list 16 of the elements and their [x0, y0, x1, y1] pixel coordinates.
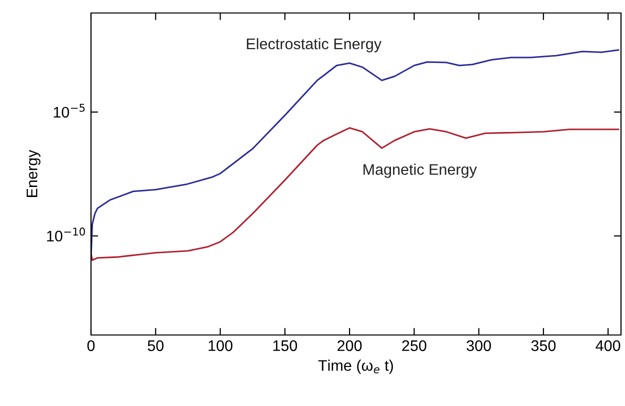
x-tick-label: 50	[148, 340, 164, 352]
x-tick-label: 400	[596, 340, 620, 352]
x-tick-label: 300	[466, 340, 491, 352]
x-tick-label: 250	[402, 340, 426, 352]
x-tick-label: 150	[273, 340, 298, 352]
x-tick-label: 0	[87, 340, 95, 352]
x-axis-title: Time (ω$_{e}$ t)	[318, 360, 393, 374]
series-label: Magnetic Energy	[364, 164, 477, 178]
y-axis-title: Energy	[26, 150, 40, 197]
series-label: Electrostatic Energy	[246, 38, 382, 52]
x-tick-label: 350	[531, 340, 556, 352]
x-tick-label: 100	[208, 340, 232, 352]
x-tick-label: 200	[338, 340, 362, 352]
y-tick-label: 10$^{−10}$	[47, 228, 85, 242]
y-tick-label: 10$^{−5}$	[54, 104, 85, 118]
line-series	[91, 127, 620, 261]
